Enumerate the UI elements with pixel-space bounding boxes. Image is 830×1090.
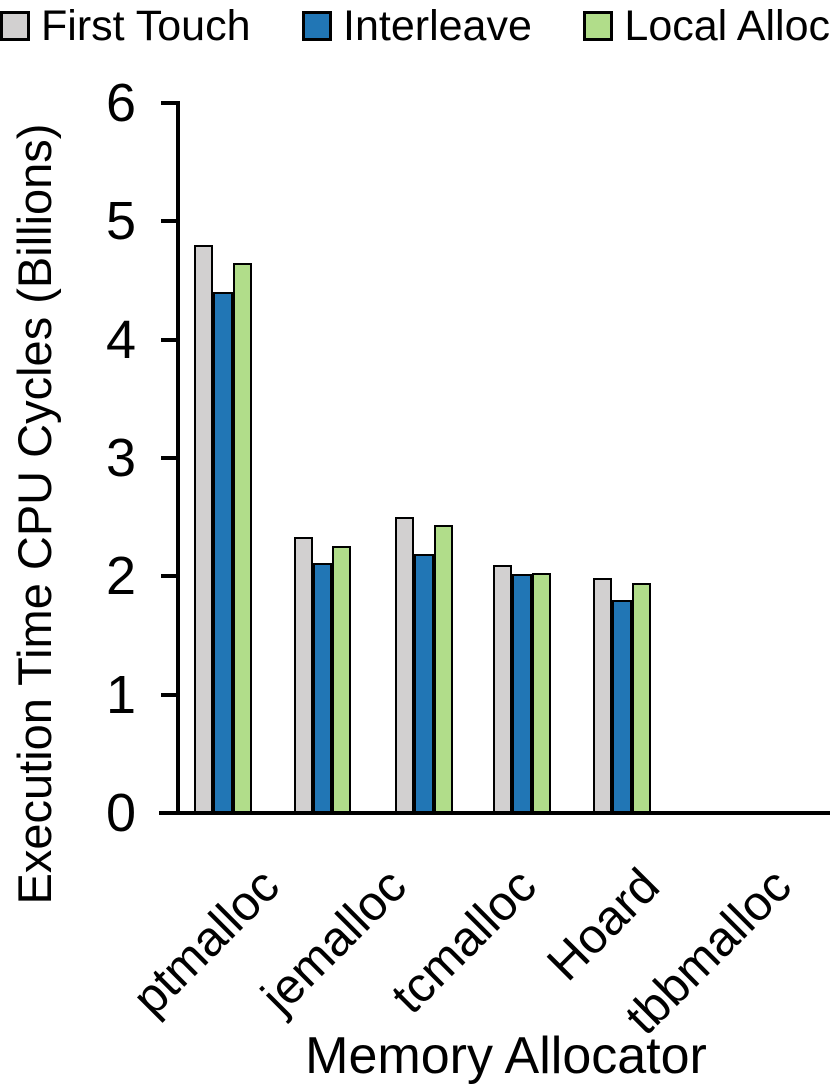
legend-label-first-touch: First Touch	[41, 2, 251, 50]
bar-tbbmalloc-interleave	[612, 600, 632, 813]
bar-ptmalloc-first-touch	[194, 245, 214, 813]
bar-Hoard-interleave	[512, 573, 532, 813]
y-tick	[161, 692, 177, 697]
y-tick	[161, 337, 177, 342]
y-tick-label: 1	[105, 664, 136, 725]
y-tick	[161, 574, 177, 579]
y-axis-line	[176, 101, 180, 815]
interleave-swatch-icon	[302, 11, 333, 41]
x-axis-title: Memory Allocator	[305, 1027, 707, 1085]
y-tick	[161, 101, 177, 106]
bar-ptmalloc-local-alloc	[232, 262, 252, 813]
y-tick-label: 3	[105, 428, 136, 488]
y-tick-label: 4	[105, 309, 136, 370]
local-alloc-swatch-icon	[583, 11, 614, 41]
y-tick	[161, 219, 177, 224]
bar-jemalloc-interleave	[312, 563, 333, 813]
bar-Hoard-local-alloc	[531, 572, 551, 813]
y-tick-label: 2	[105, 546, 136, 607]
legend-label-local-alloc: Local Alloc	[624, 2, 830, 50]
y-tick-label: 5	[105, 191, 136, 252]
legend-item-local-alloc: Local Alloc	[583, 3, 830, 49]
bar-tcmalloc-first-touch	[395, 517, 415, 813]
bar-Hoard-first-touch	[493, 564, 513, 813]
bar-tcmalloc-interleave	[414, 553, 434, 813]
y-tick-label: 6	[105, 73, 136, 134]
y-tick-label: 0	[105, 783, 136, 843]
first-touch-swatch-icon	[0, 11, 30, 41]
legend: First Touch Interleave Local Alloc	[0, 3, 830, 49]
bar-tbbmalloc-first-touch	[593, 577, 613, 813]
legend-label-interleave: Interleave	[343, 2, 532, 50]
legend-item-first-touch: First Touch	[0, 3, 251, 49]
x-axis-line	[159, 811, 830, 815]
bar-jemalloc-local-alloc	[332, 545, 352, 813]
bar-tbbmalloc-local-alloc	[631, 583, 651, 813]
legend-item-interleave: Interleave	[302, 3, 532, 49]
y-tick	[161, 456, 177, 460]
bar-ptmalloc-interleave	[213, 292, 233, 813]
bar-tcmalloc-local-alloc	[433, 525, 453, 813]
bar-jemalloc-first-touch	[293, 537, 313, 813]
